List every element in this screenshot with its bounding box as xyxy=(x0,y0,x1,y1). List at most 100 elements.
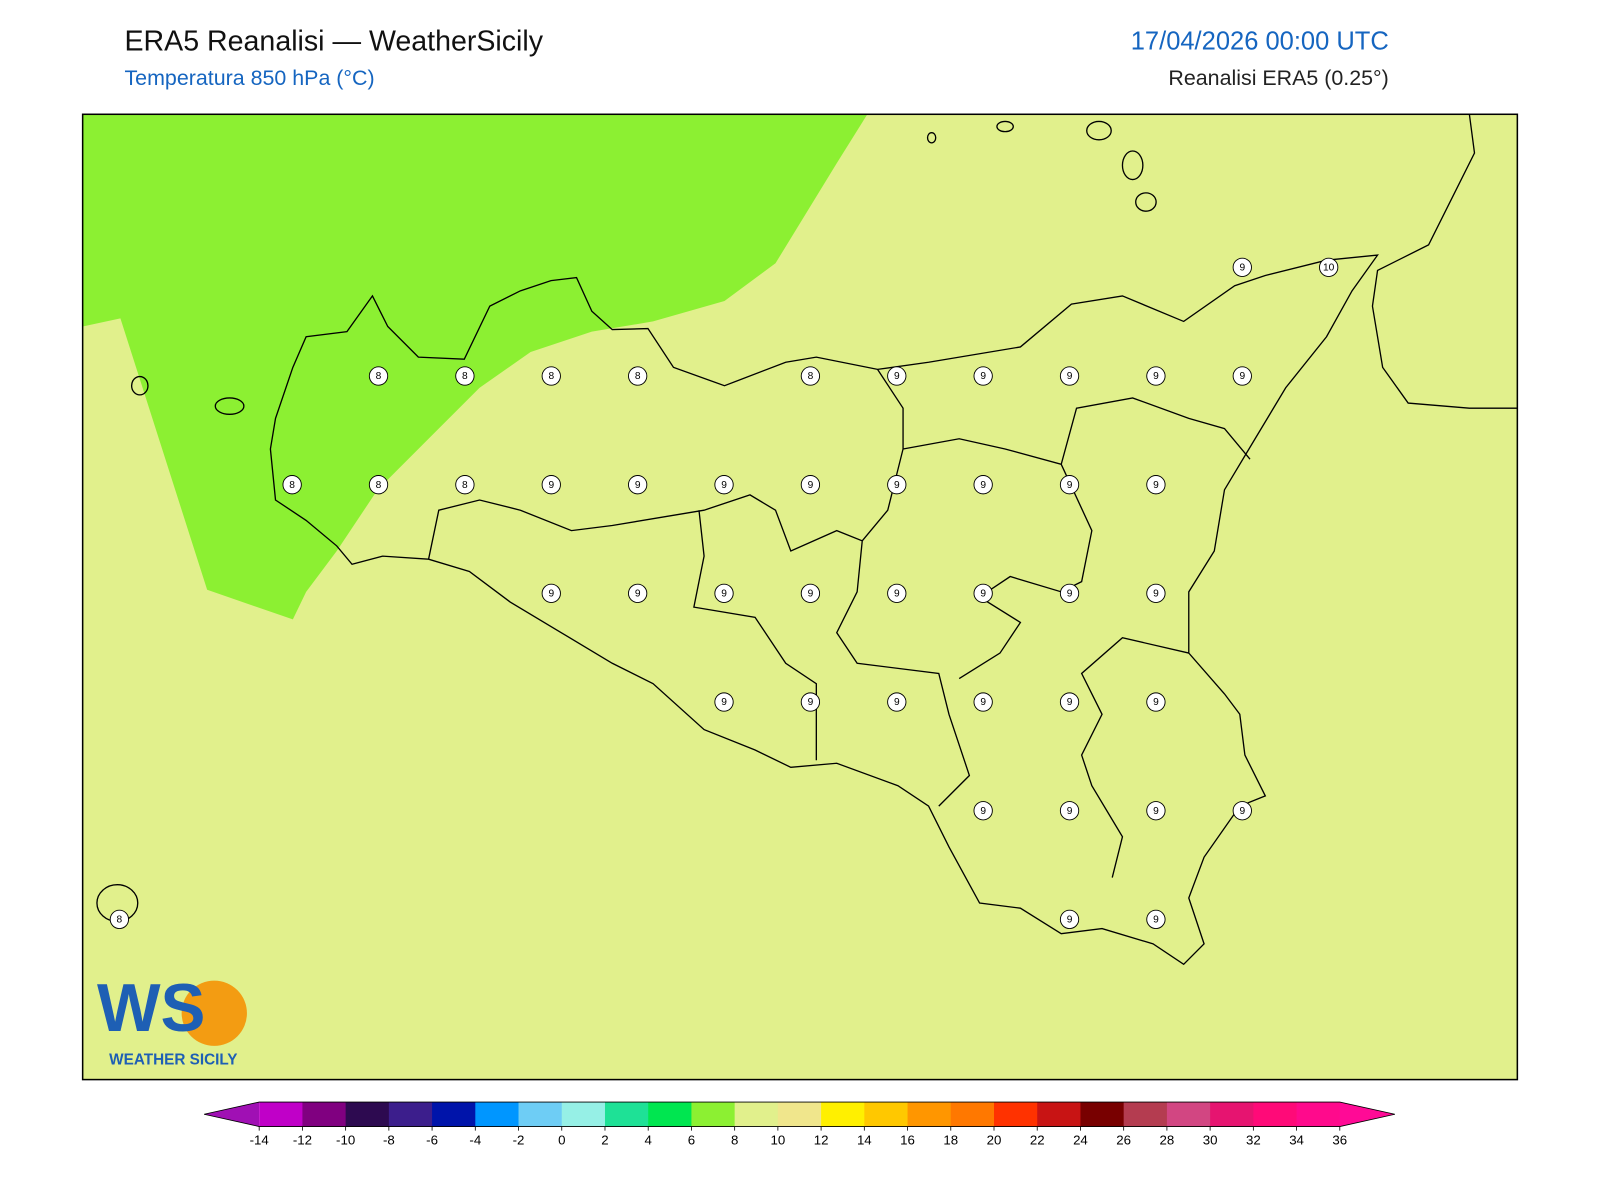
grid-label: 9 xyxy=(1153,589,1159,600)
province-borders xyxy=(427,369,1251,878)
label-circle xyxy=(1059,366,1080,386)
grid-label: 9 xyxy=(1239,371,1245,382)
label-circle xyxy=(541,475,561,495)
grid-label: 8 xyxy=(376,480,382,491)
grid-label: 8 xyxy=(462,480,468,491)
island xyxy=(996,120,1014,133)
label-circle xyxy=(1232,257,1252,277)
logo-text: WEATHER SICILY xyxy=(109,1051,237,1068)
colorbar-tick-label: 18 xyxy=(943,1132,958,1147)
logo-sun xyxy=(181,980,247,1046)
grid-label: 9 xyxy=(1067,480,1073,491)
grid-label: 9 xyxy=(1067,371,1073,382)
grid-label: 8 xyxy=(635,371,641,382)
grid-label: 9 xyxy=(1153,806,1159,817)
label-circle xyxy=(1146,909,1166,930)
subtitle: Temperatura 850 hPa (°C) xyxy=(124,66,374,90)
label-circle xyxy=(1319,257,1339,277)
label-circle xyxy=(1059,801,1080,821)
grid-label: 9 xyxy=(894,697,900,708)
island xyxy=(1121,150,1144,181)
label-circle xyxy=(973,801,993,821)
label-circle xyxy=(1146,366,1166,386)
grid-label: 9 xyxy=(1153,371,1159,382)
grid-label: 9 xyxy=(635,589,641,600)
logo-mark: WS xyxy=(97,971,205,1046)
grid-labels: 9 10 8 8 8 8 8 9 9 9 9 9 8 8 8 9 9 9 9 9 9 9 9 9 9 9 9 9 9 9 9 9 9 9 9 9 9 9 9… xyxy=(109,257,1339,930)
colorbar-box xyxy=(734,1102,779,1127)
grid-label: 9 xyxy=(1239,806,1245,817)
label-circle xyxy=(887,583,907,604)
grid-label: 9 xyxy=(721,480,727,491)
colorbar-tick-label: 34 xyxy=(1289,1132,1304,1147)
label-circle xyxy=(973,583,993,604)
label-circle xyxy=(455,366,475,386)
colorbar-extend-low xyxy=(204,1102,260,1127)
colorbar-box xyxy=(777,1102,822,1127)
label-circle xyxy=(1232,801,1252,821)
label-circle xyxy=(973,475,993,495)
colorbar-box xyxy=(1037,1102,1081,1127)
colorbar-tick-label: 32 xyxy=(1246,1132,1261,1147)
colorbar-box xyxy=(302,1102,347,1127)
colorbar-tick-label: 8 xyxy=(731,1132,738,1147)
grid-label: 9 xyxy=(548,480,554,491)
label-circle xyxy=(714,692,734,712)
colorbar-box xyxy=(518,1102,563,1127)
colorbar-tick-label: -8 xyxy=(383,1132,395,1147)
label-circle xyxy=(368,475,389,495)
grid-label: 9 xyxy=(1153,915,1159,926)
grid-label: 9 xyxy=(894,480,900,491)
island xyxy=(1086,120,1112,141)
colorbar-tick-label: 24 xyxy=(1073,1132,1088,1147)
grid-label: 9 xyxy=(980,697,986,708)
label-circle xyxy=(628,583,648,604)
colorbar-tick-label: 14 xyxy=(857,1132,872,1147)
field-region xyxy=(82,114,868,620)
colorbar-tick-label: 2 xyxy=(601,1132,608,1147)
grid-label: 9 xyxy=(635,480,641,491)
colorbar-box xyxy=(648,1102,692,1127)
colorbar-box xyxy=(821,1102,865,1127)
label-circle xyxy=(368,366,389,386)
label-circle xyxy=(1146,583,1166,604)
grid-label: 8 xyxy=(289,480,295,491)
grid-label: 9 xyxy=(721,589,727,600)
colorbar-box xyxy=(994,1102,1038,1127)
colorbar-box xyxy=(864,1102,909,1127)
island xyxy=(1135,192,1157,212)
grid-label: 9 xyxy=(808,697,814,708)
colorbar-tick-label: 16 xyxy=(900,1132,915,1147)
grid-label: 9 xyxy=(980,806,986,817)
label-circle xyxy=(455,475,475,495)
colorbar-box xyxy=(1080,1102,1125,1127)
colorbar-tick-label: -14 xyxy=(250,1132,269,1147)
label-circle xyxy=(282,475,302,495)
grid-label: 10 xyxy=(1323,263,1335,274)
island xyxy=(926,131,937,144)
colorbar-tick-label: -4 xyxy=(469,1132,481,1147)
grid-label: 8 xyxy=(808,371,814,382)
map-area: 9 10 8 8 8 8 8 9 9 9 9 9 8 8 8 9 9 9 9 9 9 9 9 9 9 9 9 9 9 9 9 9 9 9 9 9 9 9 9… xyxy=(82,114,1518,1080)
label-circle xyxy=(800,475,821,495)
colorbar-box xyxy=(388,1102,433,1127)
datetime: 17/04/2026 00:00 UTC xyxy=(1131,28,1389,56)
colorbar-box xyxy=(1296,1102,1341,1127)
colorbar-tick-label: 4 xyxy=(645,1132,652,1147)
label-circle xyxy=(628,475,648,495)
colorbar-tick-label: 10 xyxy=(771,1132,786,1147)
grid-label: 9 xyxy=(1067,697,1073,708)
island xyxy=(214,397,245,415)
colorbar-tick-label: -2 xyxy=(513,1132,525,1147)
label-circle xyxy=(800,583,821,604)
grid-label: 9 xyxy=(980,589,986,600)
colorbar-box xyxy=(907,1102,952,1127)
colorbar-box xyxy=(1210,1102,1254,1127)
label-circle xyxy=(1059,692,1080,712)
label-circle xyxy=(714,583,734,604)
colorbar-box xyxy=(604,1102,649,1127)
label-circle xyxy=(1146,475,1166,495)
label-circle xyxy=(628,366,648,386)
grid-label: 8 xyxy=(462,371,468,382)
